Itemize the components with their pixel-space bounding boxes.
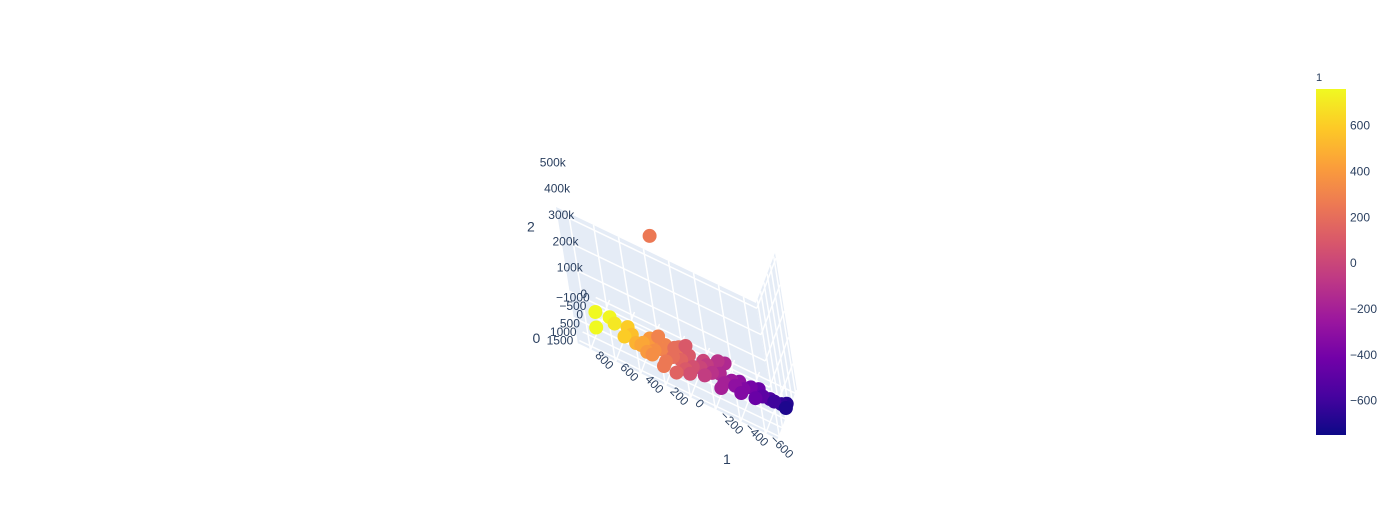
gridline-y <box>769 264 794 403</box>
gridline-z <box>777 389 798 441</box>
y-tick-label: 0 <box>576 308 583 322</box>
colorbar-tick-label: −400 <box>1350 348 1377 362</box>
data-point <box>588 305 603 319</box>
data-point <box>767 394 782 409</box>
data-point <box>657 359 671 373</box>
data-point <box>734 386 749 400</box>
gridline-y <box>766 273 790 411</box>
colorbar-tick-label: 400 <box>1350 165 1370 179</box>
data-point <box>645 347 660 362</box>
y-axis-title: 0 <box>533 330 541 346</box>
z-axis-title: 2 <box>527 219 535 235</box>
data-point <box>642 228 657 243</box>
x-axis-title: 1 <box>723 451 731 467</box>
colorbar-tick-label: 600 <box>1350 119 1370 133</box>
gridline-x <box>567 212 592 351</box>
gridline-y <box>772 256 797 394</box>
colorbar-tick-label: −200 <box>1350 302 1377 316</box>
z-tick-label: 300k <box>548 208 575 222</box>
colorbar-ticks: 600 400 200 0 −200 −400 −600 <box>1350 119 1377 408</box>
data-point <box>607 316 622 331</box>
z-tick-label: 500k <box>540 155 567 169</box>
colorbar-gradient <box>1316 89 1346 435</box>
data-point <box>651 329 666 344</box>
gridline-y <box>763 282 787 420</box>
gridline-z <box>564 264 766 362</box>
gridline-z <box>764 310 786 362</box>
data-point <box>617 329 632 344</box>
gridline-y <box>578 339 780 438</box>
data-point <box>589 320 604 335</box>
data-points <box>588 228 794 415</box>
y-tick-label: −500 <box>559 299 586 313</box>
data-point <box>710 354 725 369</box>
x-tick-label: −600 <box>767 432 796 461</box>
y-tick-label: 1500 <box>547 334 574 348</box>
gridline-y <box>595 296 797 395</box>
gridline-z <box>768 337 790 388</box>
z-tick-label: 400k <box>544 182 571 196</box>
colorbar-tick-label: 200 <box>1350 210 1370 224</box>
colorbar: 1 600 400 200 0 −200 −400 −600 <box>1316 72 1377 435</box>
z-tick-label: 0 <box>580 287 587 301</box>
gridline-x <box>617 236 642 375</box>
y-tick-label: −1000 <box>556 290 590 304</box>
gridline-y <box>582 331 783 429</box>
data-point <box>778 401 793 415</box>
gridline-z <box>577 343 779 441</box>
gridline-z <box>556 211 758 309</box>
scene-3d[interactable]: 800 600 400 200 0−200−400−600−1000−500050010… <box>527 155 798 468</box>
data-point <box>714 381 729 395</box>
gridline-z <box>760 284 781 335</box>
colorbar-title: 1 <box>1316 72 1322 84</box>
gridline-z <box>569 290 770 388</box>
data-point <box>669 365 684 380</box>
z-tick-label: 100k <box>557 261 584 275</box>
gridline-x <box>717 284 742 423</box>
gridline-x <box>742 296 767 435</box>
z-tick-label: 200k <box>552 234 579 248</box>
gridline-z <box>756 258 777 309</box>
data-point <box>678 339 693 353</box>
data-point <box>697 368 712 383</box>
data-point <box>683 366 698 381</box>
y-tick-label: 1000 <box>550 325 577 339</box>
y-tick-label: 500 <box>560 316 580 330</box>
gridline-x <box>692 272 717 411</box>
data-point <box>748 391 763 406</box>
axis-titles: 1 0 2 <box>527 219 731 468</box>
gridline-x <box>592 224 617 363</box>
colorbar-tick-label: −600 <box>1350 394 1377 408</box>
gridline-z <box>560 237 762 336</box>
gridline-y <box>756 299 781 437</box>
colorbar-tick-label: 0 <box>1350 256 1357 270</box>
